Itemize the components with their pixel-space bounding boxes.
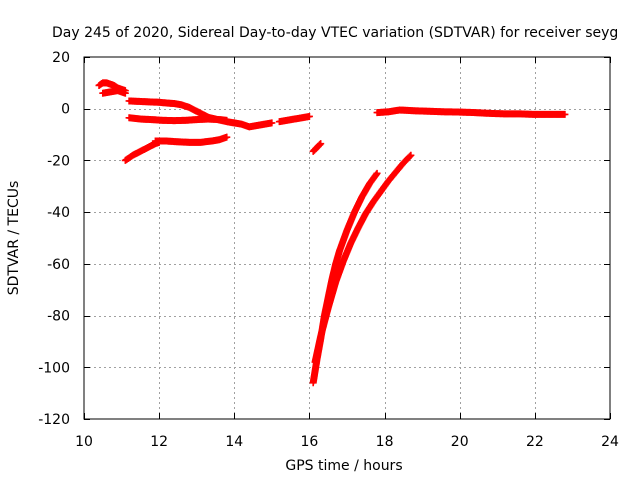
series-arc-12 bbox=[311, 151, 415, 366]
data-point bbox=[407, 151, 415, 159]
x-tick-label: 22 bbox=[526, 434, 544, 450]
data-point bbox=[406, 152, 414, 160]
series-arc-11 bbox=[309, 169, 381, 387]
y-tick-label: -20 bbox=[47, 153, 70, 169]
axis-ticks: 10 12 14 16 18 20 22 24 20 0 -20 -40 -60 -80 -100 -120 bbox=[38, 50, 619, 450]
y-tick-label: -100 bbox=[38, 360, 70, 376]
data-point bbox=[561, 110, 569, 118]
x-tick-label: 10 bbox=[75, 434, 93, 450]
y-tick-label: -120 bbox=[38, 412, 70, 428]
plot-frame bbox=[83, 56, 611, 420]
series-arc-2 bbox=[99, 87, 129, 97]
series-arc-7 bbox=[200, 112, 238, 127]
data-point bbox=[373, 169, 381, 177]
data-point bbox=[305, 112, 313, 120]
x-axis-label: GPS time / hours bbox=[285, 458, 402, 474]
x-tick-label: 16 bbox=[301, 434, 319, 450]
series-arc-9 bbox=[275, 112, 313, 126]
series-arc-8 bbox=[230, 119, 276, 131]
x-tick-label: 18 bbox=[376, 434, 394, 450]
x-tick-label: 20 bbox=[451, 434, 469, 450]
y-tick-label: -80 bbox=[47, 309, 70, 325]
data-points bbox=[95, 79, 569, 387]
y-axis-label: SDTVAR / TECUs bbox=[6, 181, 22, 296]
x-tick-label: 14 bbox=[225, 434, 243, 450]
y-tick-label: -60 bbox=[47, 257, 70, 273]
data-point bbox=[268, 119, 276, 127]
data-point bbox=[121, 89, 129, 97]
x-tick-label: 24 bbox=[601, 434, 619, 450]
series-arc-13 bbox=[373, 106, 569, 118]
y-tick-label: 0 bbox=[61, 102, 70, 118]
y-tick-label: 20 bbox=[52, 50, 70, 66]
series-arc-10 bbox=[309, 140, 325, 155]
series-arc-6 bbox=[151, 133, 231, 146]
chart-title: Day 245 of 2020, Sidereal Day-to-day VTE… bbox=[52, 25, 618, 41]
y-tick-label: -40 bbox=[47, 205, 70, 221]
data-point bbox=[223, 133, 231, 141]
data-point bbox=[317, 140, 325, 148]
x-tick-label: 12 bbox=[150, 434, 168, 450]
